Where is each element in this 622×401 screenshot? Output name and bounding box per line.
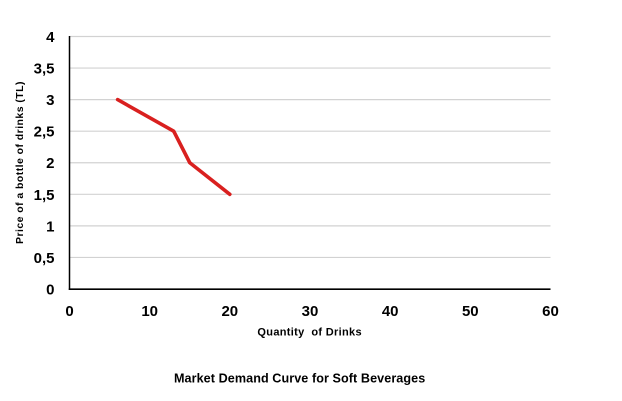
svg-text:Quantity of Drinks: Quantity of Drinks [257, 326, 361, 338]
svg-text:60: 60 [542, 303, 559, 320]
svg-text:20: 20 [221, 303, 238, 320]
svg-text:2: 2 [46, 155, 54, 172]
svg-text:30: 30 [302, 303, 319, 320]
svg-text:Market Demand Curve for Soft B: Market Demand Curve for Soft Beverages [174, 371, 425, 385]
svg-text:1: 1 [46, 218, 54, 235]
svg-text:2,5: 2,5 [34, 124, 55, 141]
svg-text:4: 4 [46, 29, 55, 46]
svg-text:0: 0 [65, 303, 73, 320]
svg-text:0,5: 0,5 [34, 250, 55, 267]
svg-text:Price of a bottle of drinks (T: Price of a bottle of drinks (TL) [14, 82, 26, 245]
svg-text:50: 50 [462, 303, 479, 320]
svg-text:0: 0 [46, 282, 54, 299]
svg-text:1,5: 1,5 [34, 187, 55, 204]
svg-text:10: 10 [141, 303, 158, 320]
svg-text:3: 3 [46, 92, 54, 109]
svg-text:40: 40 [382, 303, 399, 320]
svg-text:3,5: 3,5 [34, 61, 55, 78]
